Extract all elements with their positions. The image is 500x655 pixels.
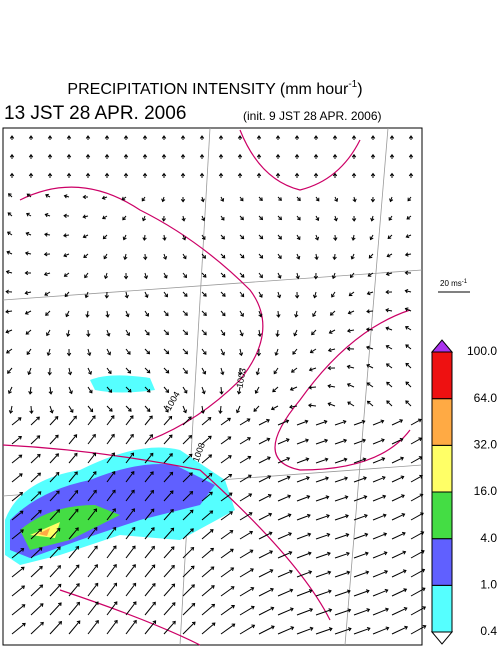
colorbar-segment: [432, 539, 452, 586]
colorbar-label: 64.0: [474, 391, 498, 405]
colorbar-segment: [432, 445, 452, 492]
title-close: ): [357, 81, 362, 98]
colorbar-label: 0.4: [480, 624, 497, 638]
title-text: PRECIPITATION INTENSITY (mm hour: [67, 81, 349, 98]
colorbar-label: 4.0: [480, 531, 497, 545]
colorbar-segment: [432, 492, 452, 539]
colorbar-label: 100.0: [467, 344, 497, 358]
colorbar-label: 16.0: [474, 484, 498, 498]
colorbar-under: [432, 632, 452, 644]
wind-scale: 20 ms-1: [440, 279, 468, 289]
colorbar-segment: [432, 399, 452, 446]
colorbar-label: 32.0: [474, 438, 498, 452]
colorbar-segment: [432, 585, 452, 632]
colorbar-label: 1.0: [480, 578, 497, 592]
init-time: (init. 9 JST 28 APR. 2006): [243, 109, 382, 123]
title: PRECIPITATION INTENSITY (mm hour-1): [67, 79, 362, 99]
wind-scale-text: 20 ms: [440, 279, 462, 288]
map: 1004 1008 1003: [3, 128, 426, 645]
colorbar-over: [432, 340, 452, 352]
colorbar-segment: [432, 352, 452, 399]
valid-time: 13 JST 28 APR. 2006: [4, 103, 186, 124]
colorbar: 0.4 1.0 4.0 16.0 32.0 64.0 100.0: [432, 340, 497, 644]
wind-scale-sup: -1: [462, 279, 468, 285]
